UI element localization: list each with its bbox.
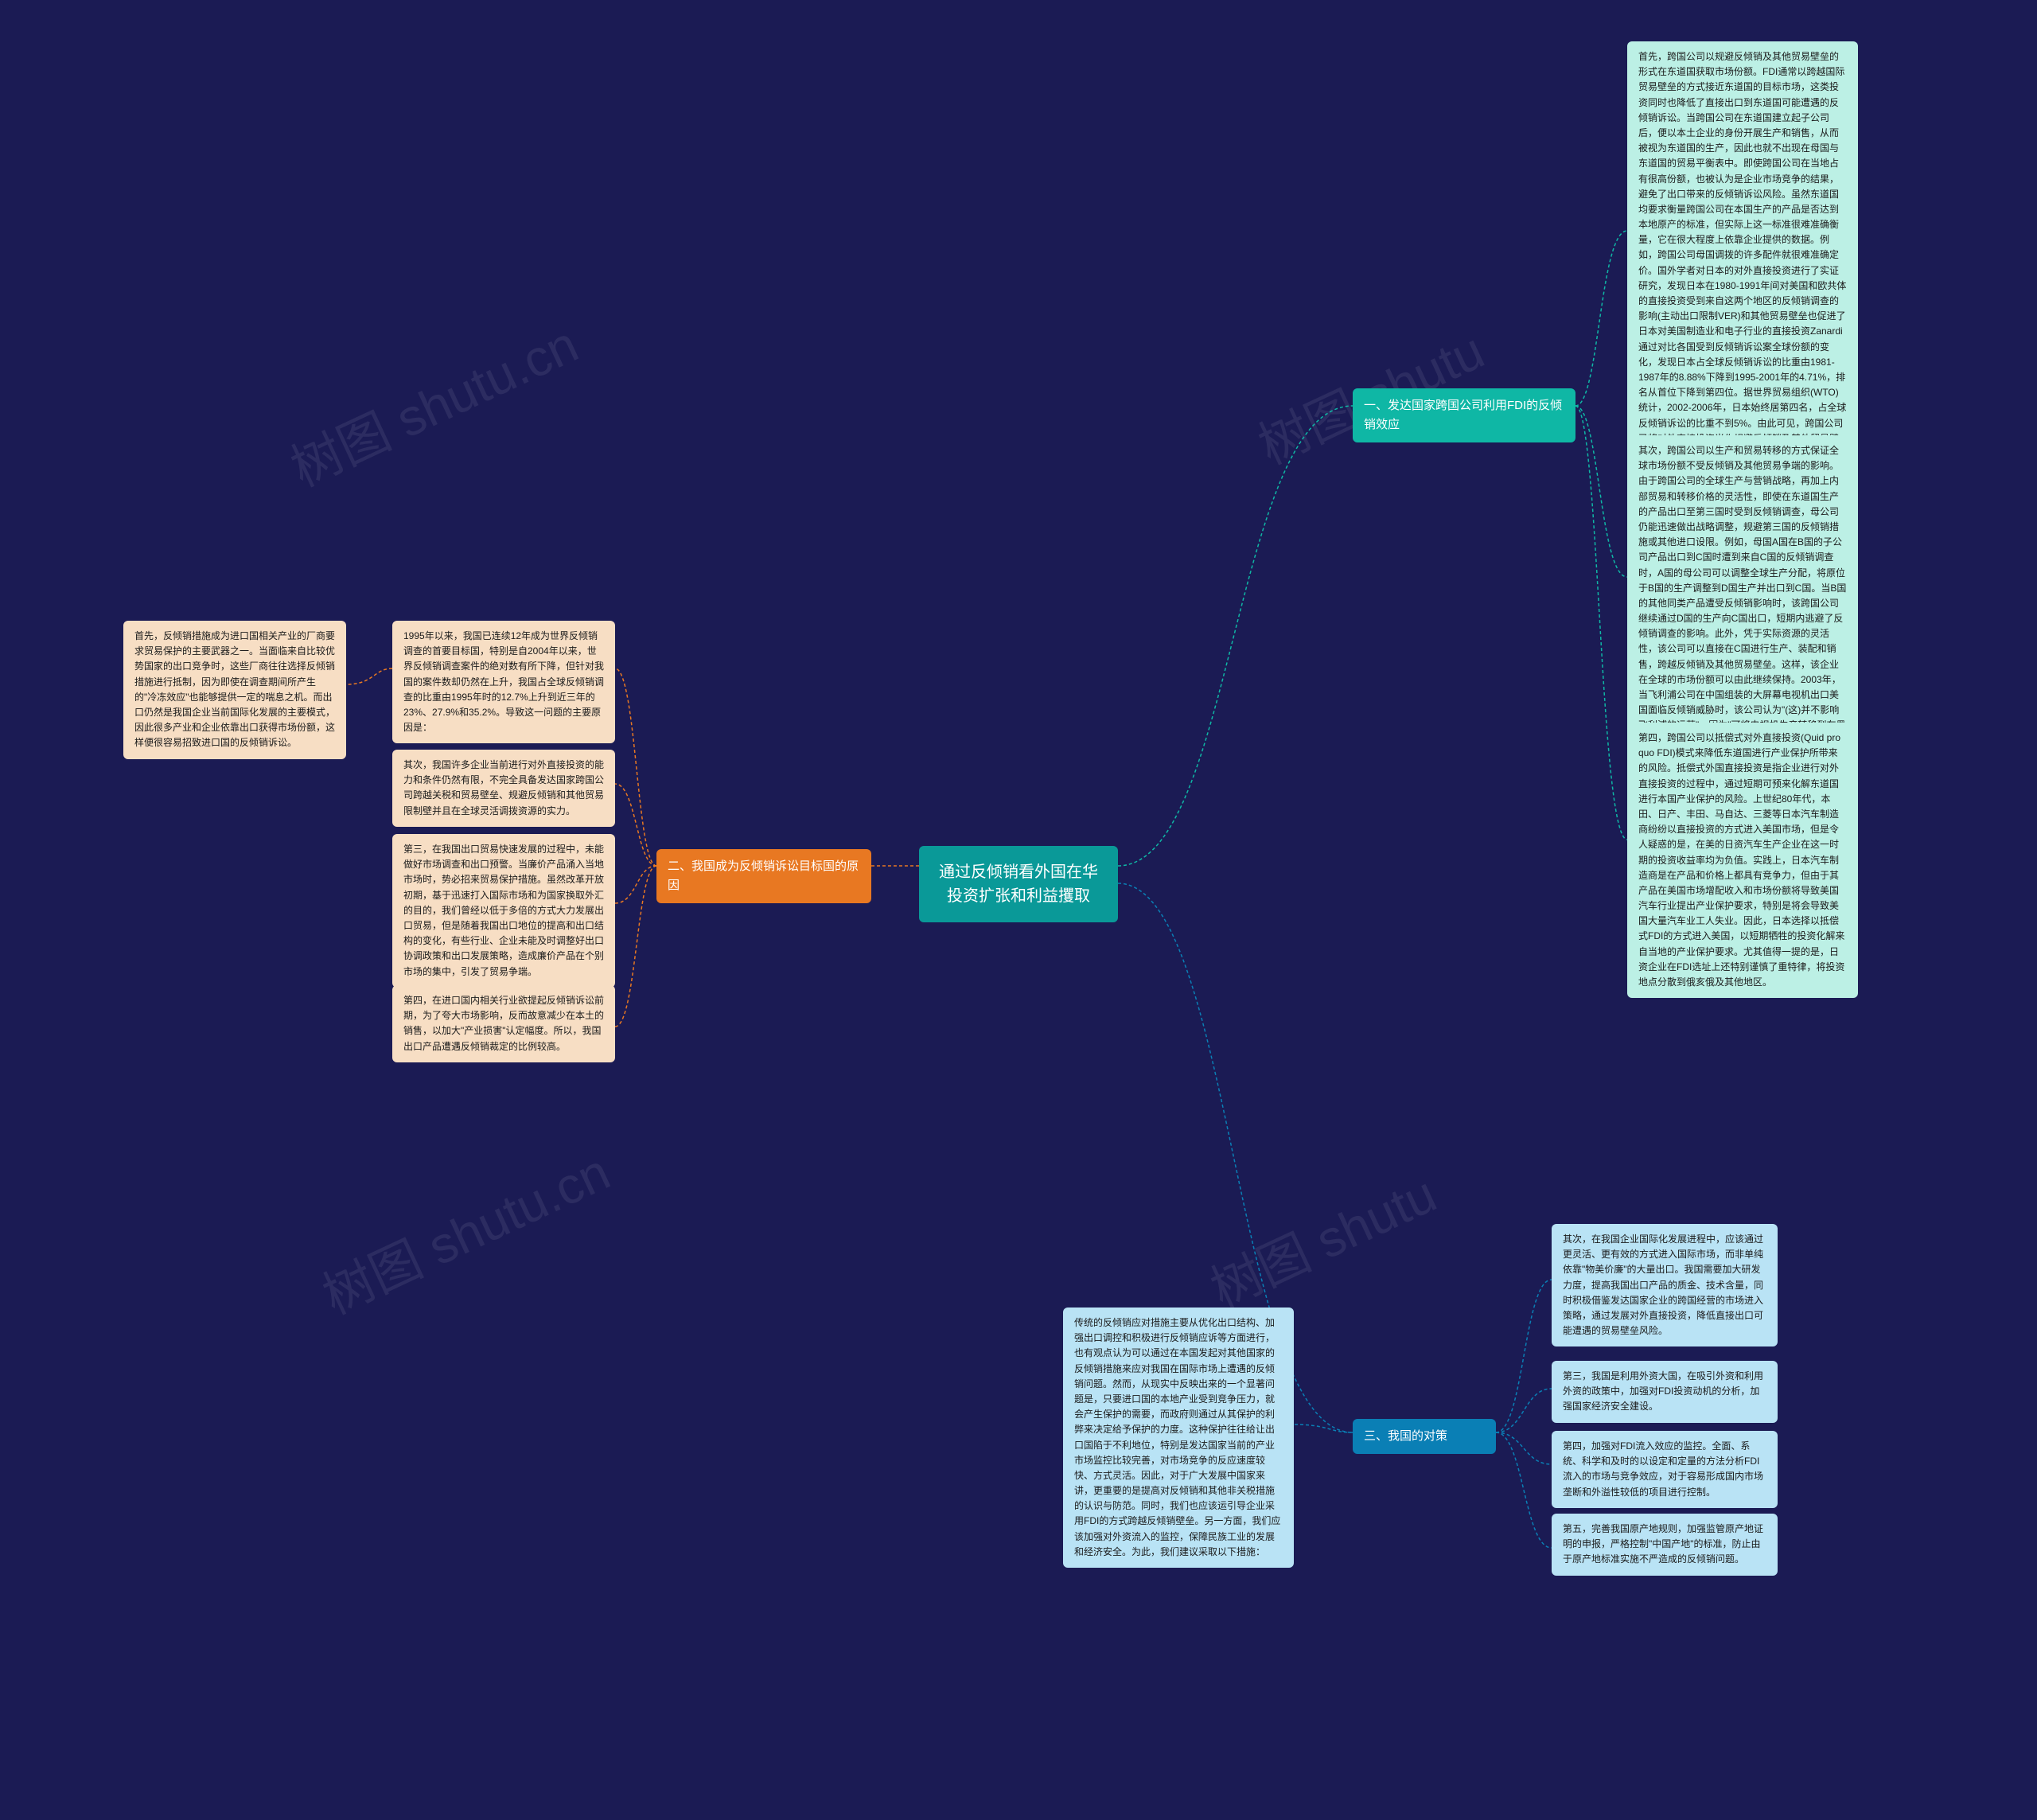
- branch-china-target: 二、我国成为反倾销诉讼目标国的原因: [656, 849, 871, 903]
- watermark: 树图 shutu.cn: [278, 304, 588, 501]
- leaf-node: 第四，跨国公司以抵偿式对外直接投资(Quid pro quo FDI)模式来降低…: [1627, 723, 1858, 998]
- leaf-node: 第四，在进口国内相关行业欲提起反倾销诉讼前期，为了夸大市场影响，反而故意减少在本…: [392, 985, 615, 1062]
- leaf-node: 其次，跨国公司以生产和贸易转移的方式保证全球市场份额不受反倾销及其他贸易争端的影…: [1627, 435, 1858, 757]
- leaf-node: 第四，加强对FDI流入效应的监控。全面、系统、科学和及时的以设定和定量的方法分析…: [1552, 1431, 1778, 1508]
- leaf-node: 首先，反倾销措施成为进口国相关产业的厂商要求贸易保护的主要武器之一。当面临来自比…: [123, 621, 346, 759]
- leaf-node: 其次，我国许多企业当前进行对外直接投资的能力和条件仍然有限，不完全具备发达国家跨…: [392, 750, 615, 827]
- watermark: 树图 shutu.cn: [310, 1132, 620, 1328]
- leaf-node: 传统的反倾销应对措施主要从优化出口结构、加强出口调控和积极进行反倾销应诉等方面进…: [1063, 1308, 1294, 1568]
- leaf-node: 首先，跨国公司以规避反倾销及其他贸易壁垒的形式在东道国获取市场份额。FDI通常以…: [1627, 41, 1858, 470]
- center-node: 通过反倾销看外国在华投资扩张和利益攫取: [919, 846, 1118, 922]
- leaf-node: 其次，在我国企业国际化发展进程中，应该通过更灵活、更有效的方式进入国际市场，而非…: [1552, 1224, 1778, 1346]
- leaf-node: 第三，我国是利用外资大国，在吸引外资和利用外资的政策中，加强对FDI投资动机的分…: [1552, 1361, 1778, 1423]
- leaf-node: 1995年以来，我国已连续12年成为世界反倾销调查的首要目标国，特别是自2004…: [392, 621, 615, 743]
- branch-fdi-effect: 一、发达国家跨国公司利用FDI的反倾销效应: [1353, 388, 1575, 442]
- leaf-node: 第五，完善我国原产地规则，加强监管原产地证明的申报，严格控制"中国产地"的标准，…: [1552, 1514, 1778, 1576]
- watermark: 树图 shutu: [1198, 1154, 1447, 1322]
- leaf-node: 第三，在我国出口贸易快速发展的过程中，未能做好市场调查和出口预警。当廉价产品涌入…: [392, 834, 615, 988]
- branch-china-countermeasures: 三、我国的对策: [1353, 1419, 1496, 1454]
